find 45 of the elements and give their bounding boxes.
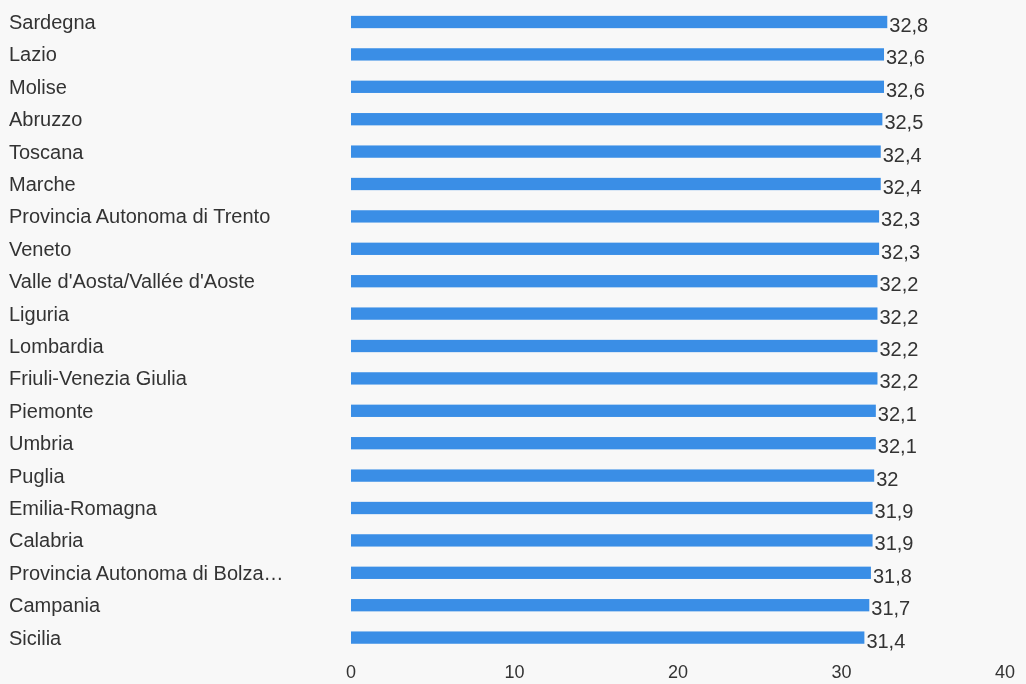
y-tick-label: Lombardia (9, 335, 105, 357)
y-tick-label: Molise (9, 75, 67, 98)
y-tick-label: Puglia (9, 464, 66, 487)
y-tick-label: Campania (9, 594, 102, 617)
data-label: 32,2 (879, 273, 919, 296)
y-tick-label: Umbria (9, 432, 75, 455)
data-label: 32,5 (884, 111, 924, 134)
y-tick-label: Veneto (9, 237, 72, 260)
x-tick-label: 20 (667, 662, 689, 682)
y-tick-label: Sardegna (9, 11, 97, 33)
y-tick-label: Piemonte (9, 399, 94, 422)
data-label: 32,4 (882, 176, 922, 198)
y-tick-label: Provincia Autonoma di Trento (9, 205, 271, 228)
data-label: 31,9 (874, 500, 914, 522)
data-label: 32,6 (886, 46, 925, 69)
y-tick-label: Lazio (9, 43, 57, 66)
data-label: 31,4 (866, 629, 906, 652)
y-tick-label: Liguria (9, 302, 70, 325)
data-label: 32,1 (877, 402, 917, 425)
x-tick-label: 40 (994, 662, 1016, 682)
y-tick-label: Abruzzo (9, 108, 83, 131)
data-label: 32,8 (889, 14, 929, 36)
data-label: 32,3 (881, 208, 921, 231)
y-tick-label: Provincia Autonoma di Bolza… (9, 561, 284, 584)
x-tick-label: 30 (831, 662, 852, 682)
data-label: 32,2 (879, 305, 919, 328)
data-label: 32,4 (882, 143, 922, 166)
data-label: 31,9 (874, 532, 914, 555)
y-tick-label: Calabria (9, 529, 85, 552)
data-label: 32,2 (879, 338, 919, 360)
x-tick-label: 10 (504, 662, 525, 682)
y-tick-label: Toscana (9, 140, 85, 163)
x-tick-label: 0 (345, 662, 357, 682)
data-label: 31,8 (872, 564, 912, 587)
data-label: 31,7 (871, 597, 911, 620)
data-label: 32,2 (879, 370, 919, 393)
data-label: 32,3 (881, 240, 921, 263)
data-label: 32,6 (886, 78, 925, 101)
y-tick-label: Emilia-Romagna (9, 497, 158, 519)
data-label: 32 (876, 467, 899, 490)
y-tick-label: Friuli-Venezia Giulia (9, 367, 188, 390)
y-tick-label: Marche (9, 173, 76, 195)
y-tick-label: Valle d'Aosta/Vallée d'Aoste (9, 270, 255, 293)
data-label: 32,1 (877, 435, 917, 458)
y-tick-label: Sicilia (9, 626, 63, 649)
